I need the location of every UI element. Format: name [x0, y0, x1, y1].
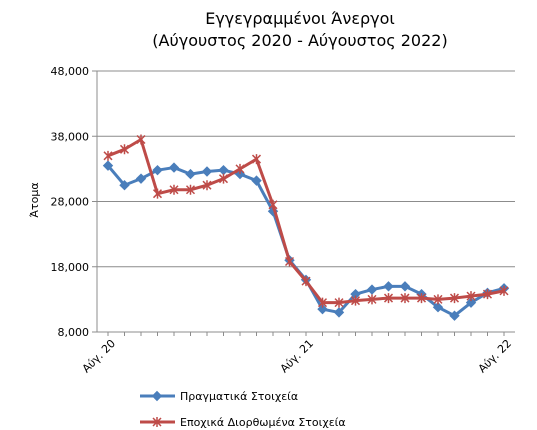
data-point-star: [317, 297, 328, 308]
data-point-star: [367, 294, 377, 305]
data-point-star: [301, 276, 311, 287]
legend: Πραγματικά Στοιχεία Εποχικά Διορθωμένα Στ…: [140, 390, 346, 429]
data-point-diamond: [218, 164, 229, 176]
data-point-star: [152, 188, 163, 199]
y-tick-label: 18,000: [51, 261, 90, 274]
data-point-star: [251, 154, 262, 165]
data-point-star: [136, 134, 146, 145]
data-point-diamond: [449, 310, 460, 321]
y-tick-label: 38,000: [51, 130, 90, 143]
legend-label: Εποχικά Διορθωμένα Στοιχεία: [180, 416, 346, 429]
series-line: [106, 164, 505, 318]
legend-label: Πραγματικά Στοιχεία: [180, 390, 298, 403]
data-point-diamond: [102, 160, 114, 171]
data-point-diamond: [251, 175, 262, 186]
data-point-star: [119, 144, 130, 155]
data-point-star: [499, 285, 509, 296]
gridlines: [97, 70, 515, 268]
data-point-diamond: [168, 162, 180, 173]
data-point-diamond: [366, 284, 378, 295]
data-point-star: [449, 293, 460, 304]
data-point-star: [185, 184, 196, 195]
x-tick-labels: Αύγ. 20 Αύγ. 21 Αύγ. 22: [80, 337, 514, 375]
data-point-star: [235, 163, 245, 174]
data-point-diamond: [317, 303, 328, 315]
data-point-diamond: [185, 168, 196, 180]
x-tick-label: Αύγ. 20: [80, 337, 118, 375]
series-1: [102, 160, 510, 321]
legend-entry: Εποχικά Διορθωμένα Στοιχεία: [140, 416, 346, 429]
data-point-star: [416, 293, 427, 304]
data-point-diamond: [399, 281, 411, 292]
data-point-diamond: [432, 301, 444, 313]
data-point-star: [103, 150, 113, 161]
axes: [92, 70, 515, 336]
data-point-star: [218, 173, 229, 184]
y-tick-label: 48,000: [51, 65, 90, 78]
data-point-star: [482, 289, 493, 300]
data-point-diamond: [201, 166, 213, 177]
y-tick-label: 28,000: [51, 196, 90, 209]
data-point-star: [169, 184, 179, 195]
legend-entry: Πραγματικά Στοιχεία: [140, 390, 298, 403]
x-tick-label: Αύγ. 21: [278, 337, 316, 375]
data-point-diamond: [152, 164, 163, 176]
data-point-star: [350, 295, 361, 306]
data-point-diamond: [135, 173, 147, 184]
data-point-star: [202, 180, 212, 191]
legend-marker-star: [152, 417, 162, 427]
data-point-diamond: [333, 307, 345, 318]
chart-subtitle: (Αύγουστος 2020 - Αύγουστος 2022): [152, 31, 447, 50]
legend-marker-diamond: [151, 390, 163, 402]
data-point-star: [383, 293, 394, 304]
data-point-star: [466, 291, 476, 302]
data-point-star: [400, 293, 410, 304]
data-point-star: [284, 256, 295, 267]
data-point-star: [334, 297, 344, 308]
series-2: [103, 134, 509, 308]
data-point-diamond: [465, 297, 477, 308]
data-series: [102, 134, 510, 321]
chart-title: Εγγεγραμμένοι Άνεργοι: [205, 9, 395, 28]
y-tick-labels: 8,000 18,000 28,000 38,000 48,000: [51, 65, 90, 339]
data-point-star: [268, 199, 278, 210]
y-tick-label: 8,000: [58, 326, 90, 339]
data-point-star: [433, 294, 443, 305]
data-point-diamond: [119, 179, 130, 191]
data-point-diamond: [383, 281, 394, 292]
x-tick-label: Αύγ. 22: [476, 337, 514, 375]
y-axis-label: Άτομα: [28, 182, 41, 217]
